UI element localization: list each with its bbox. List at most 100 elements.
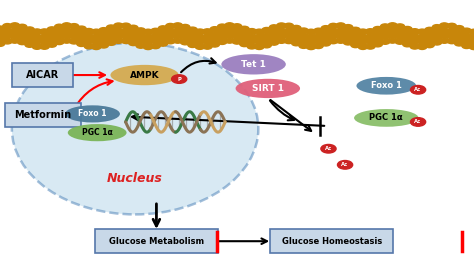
Circle shape xyxy=(10,38,19,43)
Circle shape xyxy=(418,44,427,49)
Circle shape xyxy=(255,39,264,44)
Circle shape xyxy=(380,24,390,29)
Circle shape xyxy=(462,28,471,34)
Circle shape xyxy=(410,38,419,44)
Circle shape xyxy=(262,43,271,48)
Circle shape xyxy=(165,23,175,29)
Circle shape xyxy=(69,29,79,34)
Circle shape xyxy=(143,35,153,40)
Circle shape xyxy=(114,28,123,34)
Circle shape xyxy=(358,39,368,44)
Circle shape xyxy=(284,29,293,34)
Ellipse shape xyxy=(110,65,179,85)
Circle shape xyxy=(380,39,390,44)
Text: SIRT 1: SIRT 1 xyxy=(252,84,284,93)
Circle shape xyxy=(3,33,12,39)
Circle shape xyxy=(77,36,86,41)
Circle shape xyxy=(128,25,138,31)
Circle shape xyxy=(32,44,42,49)
Circle shape xyxy=(18,39,27,45)
Circle shape xyxy=(269,25,279,30)
Circle shape xyxy=(188,27,197,32)
Circle shape xyxy=(136,33,146,39)
Circle shape xyxy=(462,34,471,39)
Circle shape xyxy=(358,29,368,34)
Circle shape xyxy=(173,23,182,28)
Circle shape xyxy=(373,42,383,47)
Circle shape xyxy=(462,43,471,49)
Circle shape xyxy=(284,38,293,44)
Circle shape xyxy=(455,40,464,46)
Circle shape xyxy=(314,34,323,39)
Circle shape xyxy=(439,38,449,43)
Circle shape xyxy=(284,33,293,38)
Circle shape xyxy=(351,27,360,33)
Circle shape xyxy=(10,28,19,34)
Circle shape xyxy=(425,37,434,42)
Circle shape xyxy=(32,39,42,44)
Circle shape xyxy=(114,33,123,38)
Circle shape xyxy=(55,29,64,35)
Circle shape xyxy=(232,34,242,39)
Circle shape xyxy=(3,24,12,29)
Circle shape xyxy=(202,39,212,44)
Circle shape xyxy=(314,38,323,43)
Circle shape xyxy=(77,41,86,46)
Circle shape xyxy=(395,24,405,29)
Circle shape xyxy=(136,28,146,33)
Circle shape xyxy=(277,23,286,28)
Circle shape xyxy=(395,34,405,39)
Circle shape xyxy=(210,32,219,38)
Circle shape xyxy=(336,28,346,34)
Text: P: P xyxy=(177,77,181,81)
Circle shape xyxy=(314,28,323,34)
Circle shape xyxy=(77,31,86,37)
Circle shape xyxy=(240,32,249,37)
Ellipse shape xyxy=(12,43,258,214)
Circle shape xyxy=(143,29,153,35)
Circle shape xyxy=(40,29,49,34)
Circle shape xyxy=(321,41,331,46)
Circle shape xyxy=(143,39,153,44)
Circle shape xyxy=(121,28,131,34)
Circle shape xyxy=(269,40,279,45)
Circle shape xyxy=(232,29,242,35)
Circle shape xyxy=(402,42,412,47)
Circle shape xyxy=(91,39,101,44)
Circle shape xyxy=(425,42,434,48)
Circle shape xyxy=(18,34,27,39)
Circle shape xyxy=(255,44,264,50)
Circle shape xyxy=(0,41,5,46)
Circle shape xyxy=(0,31,5,37)
Circle shape xyxy=(425,27,434,33)
Text: PGC 1α: PGC 1α xyxy=(82,128,112,137)
Circle shape xyxy=(232,39,242,44)
Circle shape xyxy=(202,34,212,40)
Circle shape xyxy=(343,30,353,35)
Text: Metformin: Metformin xyxy=(14,110,71,120)
FancyBboxPatch shape xyxy=(270,229,393,253)
Circle shape xyxy=(99,37,109,43)
Circle shape xyxy=(10,32,19,38)
Circle shape xyxy=(165,33,175,38)
Circle shape xyxy=(247,29,256,34)
Circle shape xyxy=(106,30,116,36)
Circle shape xyxy=(47,27,56,32)
Circle shape xyxy=(292,25,301,31)
Text: AMPK: AMPK xyxy=(130,70,159,80)
Circle shape xyxy=(55,39,64,44)
Circle shape xyxy=(202,44,212,49)
Circle shape xyxy=(225,38,234,43)
Circle shape xyxy=(269,35,279,40)
Circle shape xyxy=(188,42,197,47)
Circle shape xyxy=(121,38,131,43)
Circle shape xyxy=(69,33,79,39)
Circle shape xyxy=(32,34,42,40)
Circle shape xyxy=(172,75,187,83)
Circle shape xyxy=(418,29,427,34)
Circle shape xyxy=(181,24,190,30)
Circle shape xyxy=(218,24,227,29)
Circle shape xyxy=(40,34,49,40)
Circle shape xyxy=(225,32,234,38)
Circle shape xyxy=(299,43,309,49)
